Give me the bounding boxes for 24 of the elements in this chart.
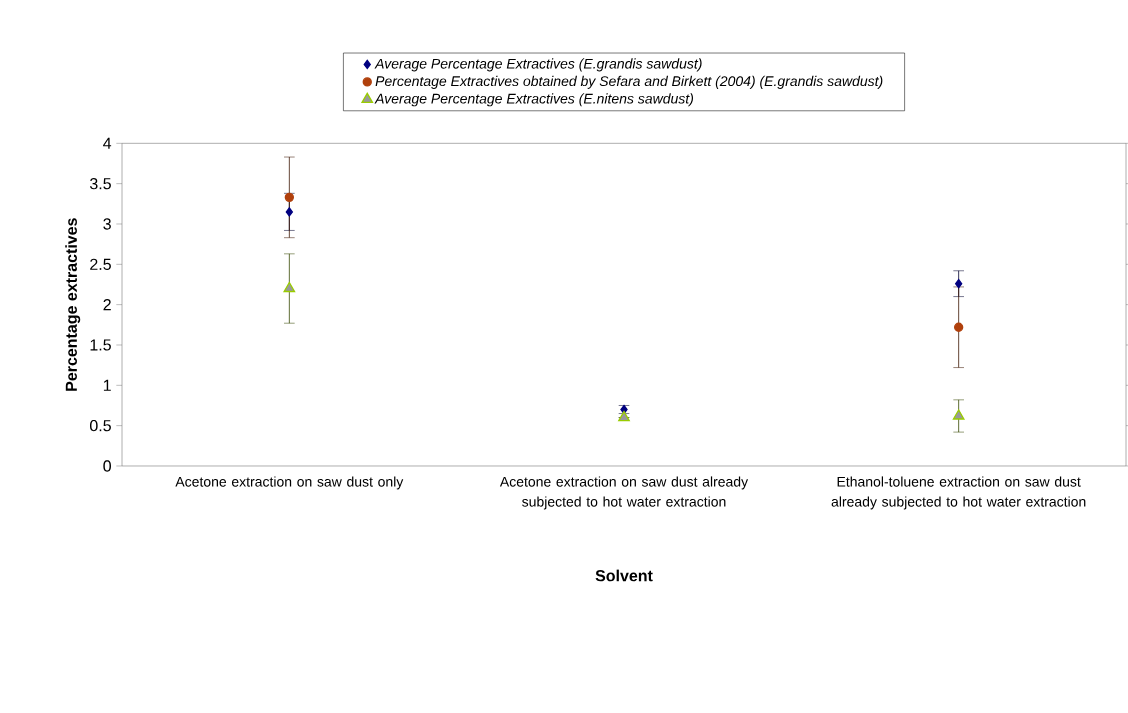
x-tick-label: Acetone extraction on saw dust only [175, 476, 404, 490]
x-tick-label: Acetone extraction on saw dust already subjected to hot water extraction [499, 476, 749, 510]
y-tick-label: 3 [103, 218, 111, 230]
y-tick-label: 3.5 [89, 178, 111, 190]
point [285, 207, 294, 217]
legend-label: Average Percentage Extractives (E.nitens sawdust) [374, 93, 694, 107]
y-tick-label: 2.5 [90, 258, 111, 270]
y-tick-label: 1 [103, 379, 111, 391]
y-tick-label: 4 [103, 137, 112, 149]
x-tick-label: Ethanol-toluene extraction on saw dust already subjected to hot water extraction [831, 476, 1086, 510]
point [618, 410, 630, 422]
y-tick-label: 1.5 [90, 339, 111, 351]
y-tick-label: 2 [103, 299, 111, 311]
legend-label: Percentage Extractives obtained by Sefara and Birkett (2004) (E.grandis sawdust) [375, 75, 883, 89]
y-tick-label: 0.5 [89, 420, 111, 432]
legend-label: Average Percentage Extractives (E.grandis sawdust) [374, 58, 702, 72]
point [955, 279, 963, 289]
y-axis-title: Percentage extractives [65, 218, 81, 391]
point [952, 409, 965, 420]
y-tick-label: 0 [103, 460, 111, 472]
point [954, 322, 964, 332]
point [284, 192, 295, 203]
point [283, 281, 296, 293]
x-axis-title: Solvent [595, 569, 653, 582]
